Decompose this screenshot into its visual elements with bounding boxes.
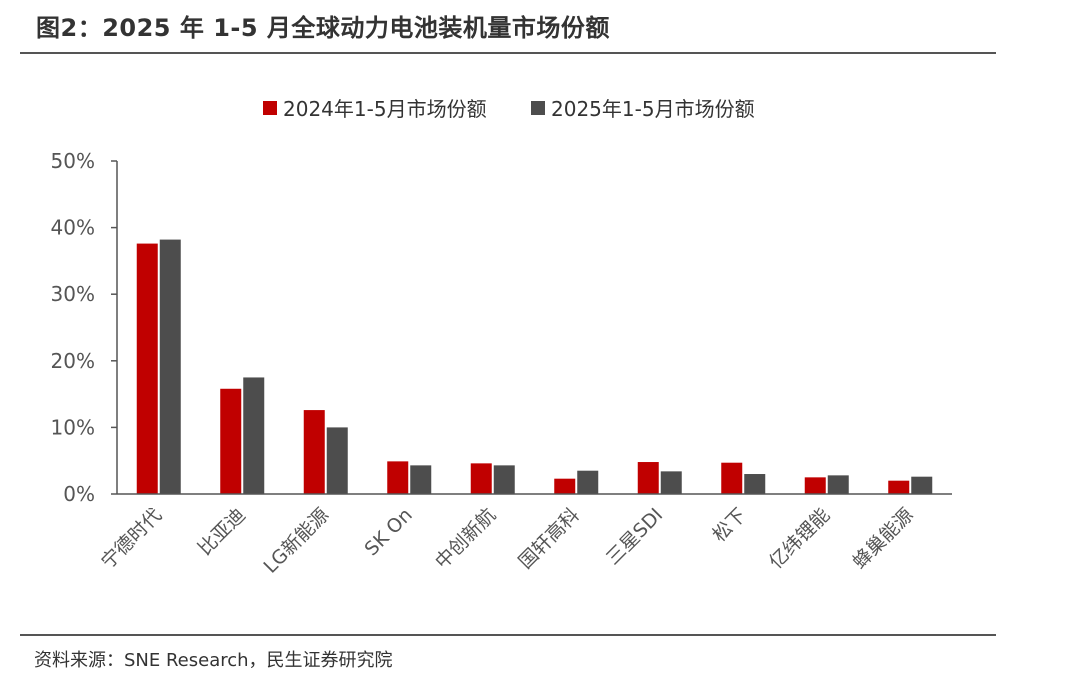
bar-2025: [744, 474, 766, 494]
legend-swatch: [531, 101, 545, 115]
y-tick-label: 30%: [51, 282, 95, 306]
x-axis: 宁德时代 比亚迪 LG新能源 SK On 中创新航 国轩高科 三星SDI 松下 亿纬锂能 蜂巢能源: [97, 493, 952, 578]
y-axis: 0% 10% 20% 30% 40% 50%: [51, 149, 118, 506]
y-tick-label: 10%: [51, 415, 95, 439]
x-tick-label: SK On: [361, 504, 417, 560]
source-note: 资料来源：SNE Research，民生证券研究院: [34, 650, 393, 671]
bar-2024: [554, 478, 576, 494]
x-tick-label: 蜂巢能源: [848, 504, 917, 573]
bar-2025: [493, 465, 515, 494]
bar-2024: [470, 463, 492, 494]
x-tick-label: 松下: [708, 504, 750, 546]
y-tick-label: 40%: [51, 216, 95, 240]
x-tick-label: LG新能源: [260, 504, 334, 578]
bar-2025: [577, 470, 599, 494]
bottom-rule: [20, 634, 996, 636]
bar-2024: [804, 477, 826, 494]
x-tick-label: 中创新航: [431, 504, 500, 573]
bar-2025: [827, 475, 849, 494]
bar-2024: [888, 480, 910, 494]
x-tick-label: 比亚迪: [194, 504, 250, 560]
y-tick-label: 20%: [51, 349, 95, 373]
bar-2025: [410, 465, 432, 494]
y-tick-label: 50%: [51, 149, 95, 173]
y-tick-label: 0%: [63, 482, 95, 506]
bar-2024: [637, 462, 659, 494]
bar-2025: [911, 476, 933, 494]
bar-2025: [660, 471, 682, 494]
legend: 2024年1-5月市场份额 2025年1-5月市场份额: [263, 97, 755, 121]
x-tick-label: 三星SDI: [602, 504, 667, 569]
bar-2025: [243, 377, 265, 494]
bar-2025: [159, 239, 181, 494]
bar-2024: [220, 388, 242, 494]
bar-2024: [303, 410, 325, 494]
x-tick-label: 国轩高科: [514, 504, 583, 573]
legend-label: 2024年1-5月市场份额: [283, 97, 487, 121]
x-tick-label: 亿纬锂能: [765, 504, 834, 573]
x-tick-label: 宁德时代: [97, 504, 166, 573]
bar-2025: [326, 427, 348, 494]
bar-2024: [721, 462, 743, 494]
top-rule: [20, 52, 996, 54]
legend-label: 2025年1-5月市场份额: [551, 97, 755, 121]
figure-title: 图2：2025 年 1-5 月全球动力电池装机量市场份额: [36, 14, 610, 42]
legend-swatch: [263, 101, 277, 115]
bars: [136, 239, 933, 494]
bar-2024: [387, 461, 409, 494]
bar-2024: [136, 243, 158, 494]
